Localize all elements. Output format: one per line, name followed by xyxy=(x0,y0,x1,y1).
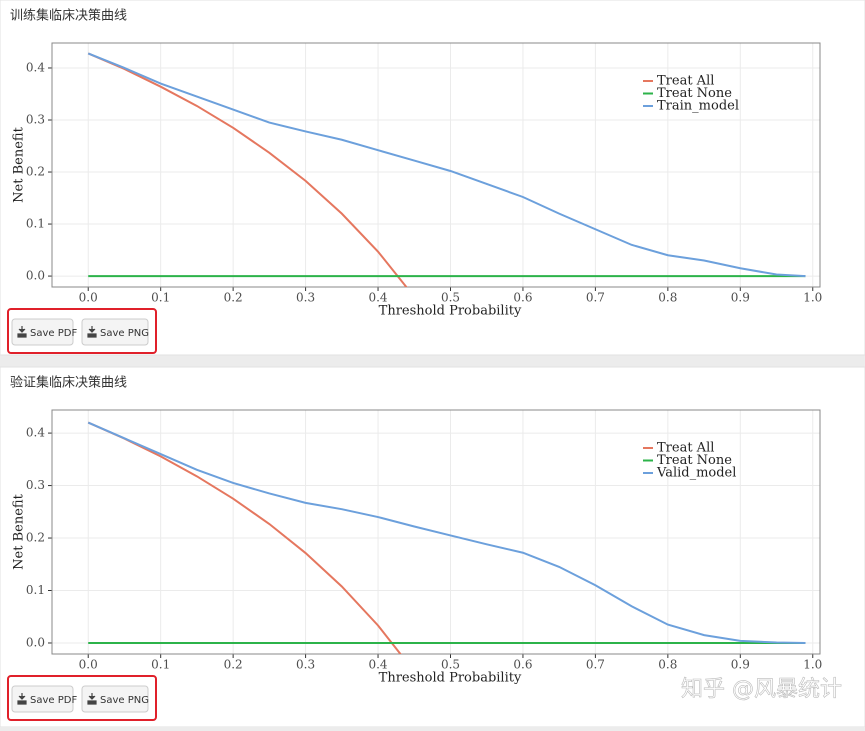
x-tick-label: 1.0 xyxy=(803,658,822,672)
x-tick-label: 1.0 xyxy=(803,291,822,305)
x-tick-label: 0.9 xyxy=(731,658,750,672)
legend-label: Treat None xyxy=(657,86,732,101)
x-tick-label: 0.0 xyxy=(79,291,98,305)
y-tick-label: 0.0 xyxy=(26,635,45,649)
plot-border xyxy=(51,409,821,655)
x-tick-label: 0.2 xyxy=(224,658,243,672)
x-tick-label: 0.9 xyxy=(731,291,750,305)
x-tick-label: 0.8 xyxy=(658,658,677,672)
y-tick-label: 0.3 xyxy=(26,478,45,492)
button[interactable] xyxy=(11,318,74,346)
x-tick-label: 0.6 xyxy=(513,658,532,672)
y-tick-label: 0.1 xyxy=(26,583,45,597)
y-tick-label: 0.4 xyxy=(26,426,45,440)
x-tick-label: 0.5 xyxy=(441,658,460,672)
x-tick-label: 0.8 xyxy=(658,291,677,305)
x-tick-label: 0.2 xyxy=(224,291,243,305)
series-line xyxy=(87,52,408,287)
download-icon xyxy=(17,693,27,705)
x-tick-label: 0.6 xyxy=(513,291,532,305)
x-tick-label: 0.4 xyxy=(368,658,387,672)
x-tick-label: 0.1 xyxy=(151,658,170,672)
x-tick-label: 0.3 xyxy=(296,658,315,672)
button-label[interactable]: Save PNG xyxy=(100,328,149,339)
legend-label: Treat None xyxy=(657,453,732,468)
x-tick-label: 0.3 xyxy=(296,291,315,305)
y-axis-title: Net Benefit xyxy=(12,126,27,202)
legend-label: Train_model xyxy=(657,99,739,114)
button[interactable] xyxy=(81,685,149,713)
series-line xyxy=(87,421,402,654)
y-tick-label: 0.3 xyxy=(26,112,45,126)
y-tick-label: 0.4 xyxy=(26,60,45,74)
panel: 验证集临床决策曲线 0.0 0.1 0.2 0.3 0.4 0.0 0.1 0.2 0.3 0.4 0… xyxy=(0,366,865,728)
panel-title: 训练集临床决策曲线 xyxy=(10,8,127,24)
button-highlight xyxy=(7,675,157,721)
button-label[interactable]: Save PDF xyxy=(30,695,77,706)
download-icon xyxy=(87,326,97,338)
panel: 训练集临床决策曲线 0.0 0.1 0.2 0.3 0.4 0.0 0.1 0.2 0.3 0.4 0… xyxy=(0,0,865,356)
plot-border xyxy=(51,42,821,288)
download-icon xyxy=(17,326,27,338)
x-tick-label: 0.7 xyxy=(586,658,605,672)
watermark: 知乎 @风暴统计 xyxy=(681,677,842,702)
button-label[interactable]: Save PDF xyxy=(30,328,77,339)
button-highlight xyxy=(7,308,157,354)
button[interactable] xyxy=(81,318,149,346)
series-line xyxy=(87,421,806,644)
button[interactable] xyxy=(11,685,74,713)
x-tick-label: 0.0 xyxy=(79,658,98,672)
x-tick-label: 0.7 xyxy=(586,291,605,305)
y-tick-label: 0.2 xyxy=(26,531,45,545)
legend-label: Valid_model xyxy=(656,466,736,481)
x-tick-label: 0.5 xyxy=(441,291,460,305)
x-tick-label: 0.4 xyxy=(368,291,387,305)
y-axis-title: Net Benefit xyxy=(12,493,27,569)
panel-title: 验证集临床决策曲线 xyxy=(10,375,127,391)
download-icon xyxy=(87,693,97,705)
legend-label: Treat All xyxy=(657,74,714,89)
x-tick-label: 0.1 xyxy=(151,291,170,305)
series-line xyxy=(87,52,806,278)
y-tick-label: 0.1 xyxy=(26,217,45,231)
y-tick-label: 0.0 xyxy=(26,269,45,283)
button-label[interactable]: Save PNG xyxy=(100,695,149,706)
plot-bg xyxy=(52,43,820,287)
legend-label: Treat All xyxy=(657,441,714,456)
x-axis-title: Threshold Probability xyxy=(379,304,522,319)
x-axis-title: Threshold Probability xyxy=(379,671,522,686)
y-tick-label: 0.2 xyxy=(26,165,45,179)
